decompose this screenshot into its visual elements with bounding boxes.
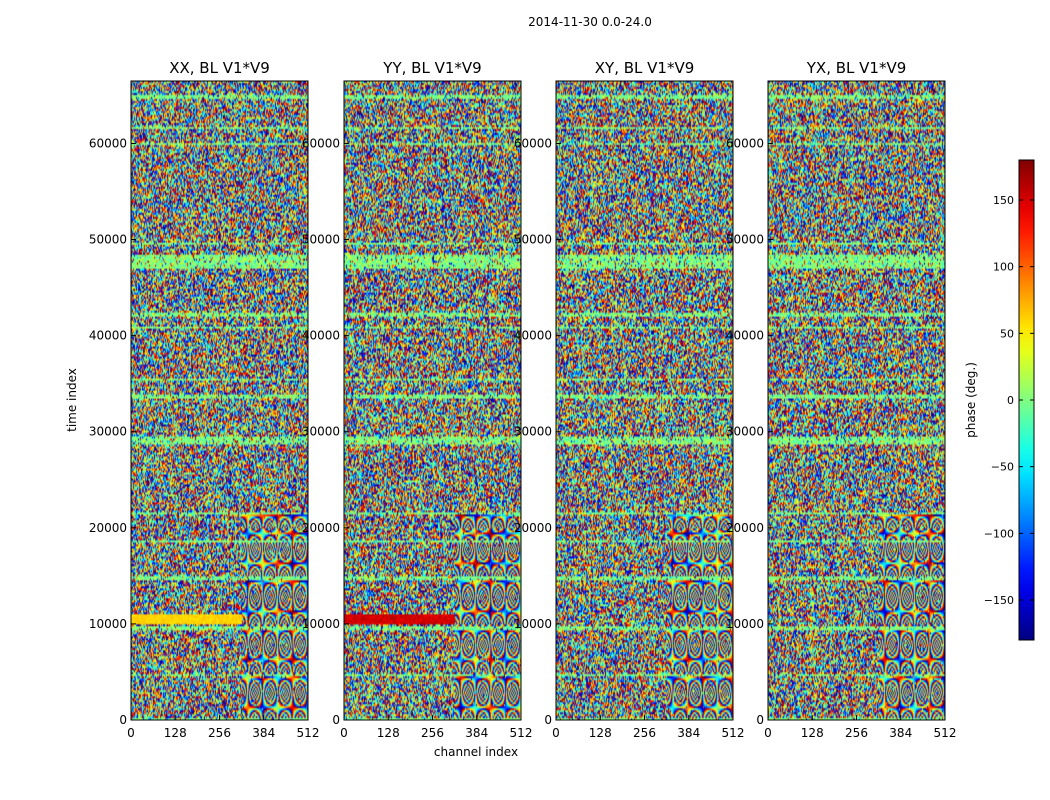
- panel-yy: YY, BL V1*V9 0 128 256 384 512 0 10000 20000 3000…: [302, 59, 533, 740]
- colorbar-tick-label: 0: [1007, 394, 1014, 407]
- x-tick-label: 384: [465, 726, 488, 740]
- y-tick-label: 10000: [302, 617, 340, 631]
- colorbar-tick-label: 50: [1000, 327, 1014, 340]
- y-tick-label: 30000: [514, 425, 552, 439]
- x-tick-label: 256: [208, 726, 231, 740]
- y-tick-label: 40000: [302, 329, 340, 343]
- y-tick-label: 10000: [726, 617, 764, 631]
- y-tick-label: 30000: [726, 425, 764, 439]
- y-tick-label: 40000: [514, 329, 552, 343]
- y-axis-label: time index: [65, 368, 79, 432]
- x-axis-label: channel index: [434, 745, 518, 759]
- y-tick-label: 50000: [514, 233, 552, 247]
- heatmap-yx: [768, 81, 945, 720]
- x-tick-label: 384: [889, 726, 912, 740]
- x-tick-label: 0: [552, 726, 560, 740]
- panel-yx: YX, BL V1*V9 0 128 256 384 512 0 10000 20000 3000…: [726, 59, 957, 740]
- y-tick-label: 50000: [726, 233, 764, 247]
- y-tick-label: 60000: [514, 136, 552, 150]
- panel-title: YX, BL V1*V9: [806, 59, 907, 77]
- x-tick-label: 512: [510, 726, 533, 740]
- y-tick-label: 50000: [302, 233, 340, 247]
- y-tick-label: 60000: [302, 136, 340, 150]
- x-tick-label: 384: [677, 726, 700, 740]
- heatmap-yy: [344, 81, 521, 720]
- heatmap-xx: [131, 81, 308, 720]
- x-tick-label: 256: [421, 726, 444, 740]
- y-tick-label: 10000: [514, 617, 552, 631]
- x-tick-label: 128: [164, 726, 187, 740]
- colorbar-tick-label: 150: [993, 194, 1014, 207]
- y-tick-label: 30000: [302, 425, 340, 439]
- y-tick-label: 40000: [726, 329, 764, 343]
- y-tick-label: 20000: [514, 521, 552, 535]
- x-tick-label: 128: [801, 726, 824, 740]
- y-tick-label: 10000: [89, 617, 127, 631]
- y-tick-label: 0: [544, 713, 552, 727]
- y-tick-label: 30000: [89, 425, 127, 439]
- x-tick-label: 512: [722, 726, 745, 740]
- panel-title: XY, BL V1*V9: [595, 59, 695, 77]
- x-tick-label: 512: [934, 726, 957, 740]
- x-tick-label: 256: [845, 726, 868, 740]
- panel-xy: XY, BL V1*V9 0 128 256 384 512 0 10000 20000 3000…: [514, 59, 745, 740]
- panel-title: XX, BL V1*V9: [169, 59, 270, 77]
- colorbar-tick-label: −50: [991, 461, 1014, 474]
- x-tick-label: 0: [764, 726, 772, 740]
- x-tick-label: 128: [589, 726, 612, 740]
- y-tick-label: 0: [332, 713, 340, 727]
- y-tick-label: 0: [756, 713, 764, 727]
- y-tick-label: 20000: [302, 521, 340, 535]
- panel-xx: XX, BL V1*V9 0 128 256 384 512 0 10000 20000 3000…: [89, 59, 320, 740]
- colorbar-tick-label: −150: [984, 594, 1014, 607]
- y-tick-label: 60000: [89, 136, 127, 150]
- x-tick-label: 0: [340, 726, 348, 740]
- y-tick-label: 20000: [89, 521, 127, 535]
- x-tick-label: 512: [297, 726, 320, 740]
- y-tick-label: 40000: [89, 329, 127, 343]
- panel-title: YY, BL V1*V9: [382, 59, 481, 77]
- panels: XX, BL V1*V9 0 128 256 384 512 0 10000 20000 3000…: [89, 59, 957, 740]
- x-tick-label: 128: [377, 726, 400, 740]
- colorbar-tick-label: 100: [993, 261, 1014, 274]
- colorbar-label: phase (deg.): [964, 362, 978, 438]
- y-tick-label: 20000: [726, 521, 764, 535]
- x-tick-label: 0: [127, 726, 135, 740]
- y-tick-label: 50000: [89, 233, 127, 247]
- x-tick-label: 384: [252, 726, 275, 740]
- heatmap-xy: [556, 81, 733, 720]
- x-tick-label: 256: [633, 726, 656, 740]
- colorbar: −150 −100 −50 0 50 100 150: [984, 159, 1035, 641]
- colorbar-tick-label: −100: [984, 527, 1014, 540]
- y-tick-label: 60000: [726, 136, 764, 150]
- y-tick-label: 0: [119, 713, 127, 727]
- figure-title: 2014-11-30 0.0-24.0: [528, 15, 652, 29]
